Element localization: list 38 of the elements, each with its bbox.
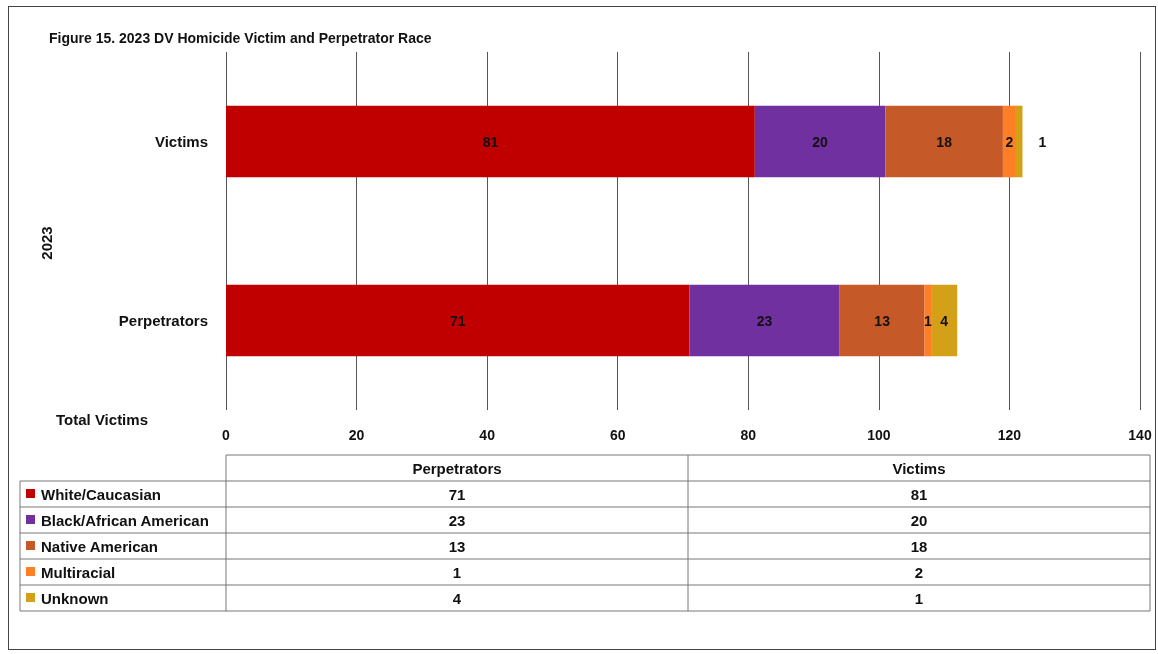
legend-label: White/Caucasian bbox=[41, 485, 162, 503]
category-label: Perpetrators bbox=[412, 459, 502, 477]
legend-label: Unknown bbox=[41, 589, 109, 607]
data-label: 20 bbox=[812, 133, 829, 150]
text: 81 bbox=[910, 485, 928, 503]
y-axis-title: 2023 bbox=[37, 226, 55, 260]
text: 23 bbox=[448, 511, 466, 529]
x-tick-label: 120 bbox=[997, 427, 1022, 443]
text: 1 bbox=[914, 589, 924, 607]
x-tick-label: 140 bbox=[1128, 427, 1152, 443]
text: 1 bbox=[452, 563, 462, 581]
text: 2 bbox=[914, 563, 924, 581]
data-label: 71 bbox=[449, 312, 466, 329]
text: 18 bbox=[910, 537, 928, 555]
text: 20 bbox=[910, 511, 928, 529]
data-label: 2 bbox=[1005, 133, 1014, 150]
category-label: Victims bbox=[892, 459, 946, 477]
x-tick-label: 60 bbox=[609, 427, 626, 443]
data-label: 13 bbox=[874, 312, 891, 329]
data-label: 18 bbox=[936, 133, 953, 150]
text: 71 bbox=[448, 485, 466, 503]
x-tick-label: 20 bbox=[348, 427, 365, 443]
data-label: 1 bbox=[923, 312, 932, 329]
x-tick-label: 80 bbox=[740, 427, 757, 443]
data-label: 81 bbox=[482, 133, 499, 150]
legend-label: Multiracial bbox=[41, 563, 116, 581]
text: 13 bbox=[448, 537, 466, 555]
text: 4 bbox=[452, 589, 462, 607]
x-axis-title: Total Victims bbox=[56, 411, 148, 428]
data-label: 1 bbox=[1038, 133, 1047, 150]
x-tick-label: 0 bbox=[222, 427, 231, 443]
legend-label: Black/African American bbox=[41, 511, 209, 529]
chart-title: Figure 15. 2023 DV Homicide Victim and Perpetrator Race bbox=[49, 30, 432, 46]
data-label: 4 bbox=[940, 312, 949, 329]
legend-label: Native American bbox=[41, 537, 158, 555]
data-label: 23 bbox=[756, 312, 773, 329]
x-tick-label: 100 bbox=[867, 427, 891, 443]
x-tick-label: 40 bbox=[479, 427, 496, 443]
